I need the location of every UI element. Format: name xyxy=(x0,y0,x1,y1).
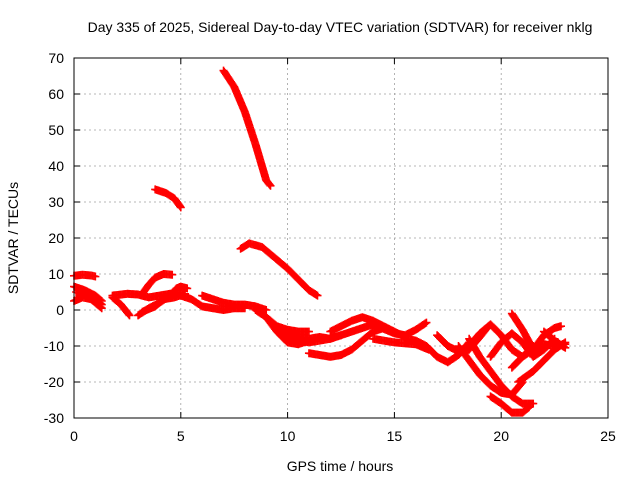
series-track-10 xyxy=(138,289,190,316)
series-track-31 xyxy=(507,322,566,372)
data-point xyxy=(124,310,133,319)
series-track-6 xyxy=(138,270,177,298)
data-point xyxy=(422,318,431,327)
data-point xyxy=(557,322,566,331)
x-axis-label: GPS time / hours xyxy=(287,458,394,474)
series-track-13 xyxy=(219,66,275,190)
series-track-18 xyxy=(283,320,378,347)
y-tick-label: 30 xyxy=(48,194,64,210)
data-point xyxy=(176,203,185,212)
data-point xyxy=(96,299,105,308)
y-tick-label: 20 xyxy=(48,230,64,246)
data-point xyxy=(266,181,275,190)
data-point xyxy=(168,270,177,279)
x-axis-ticks: 0 5 10 15 20 25 xyxy=(70,58,616,444)
y-tick-label: 60 xyxy=(48,86,64,102)
series-track-12 xyxy=(198,291,271,314)
series-track-27 xyxy=(486,392,533,417)
y-tick-label: -10 xyxy=(44,338,64,354)
y-tick-label: -30 xyxy=(44,410,64,426)
data-point xyxy=(313,291,322,300)
y-axis-label: SDTVAR / TECUs xyxy=(5,182,21,294)
series-track-4 xyxy=(72,288,106,309)
series-track-1 xyxy=(70,270,100,281)
y-axis-ticks: -30 -20 -10 0 10 20 30 40 50 60 70 xyxy=(44,50,608,426)
series-track-14 xyxy=(236,239,322,300)
x-tick-label: 15 xyxy=(387,428,403,444)
y-tick-label: 70 xyxy=(48,50,64,66)
y-tick-label: -20 xyxy=(44,374,64,390)
data-series xyxy=(70,66,570,417)
x-tick-label: 20 xyxy=(493,428,509,444)
chart-title: Day 335 of 2025, Sidereal Day-to-day VTE… xyxy=(88,19,593,35)
data-point xyxy=(97,300,106,309)
y-tick-label: 40 xyxy=(48,158,64,174)
data-point xyxy=(175,202,184,211)
data-point xyxy=(304,327,313,336)
plot-frame xyxy=(73,57,609,419)
data-point xyxy=(529,399,538,408)
series-track-7 xyxy=(151,185,185,212)
data-point xyxy=(262,306,271,314)
data-point xyxy=(561,343,570,352)
data-point xyxy=(91,272,100,281)
y-tick-label: 50 xyxy=(48,122,64,138)
x-tick-label: 25 xyxy=(600,428,616,444)
x-tick-label: 5 xyxy=(177,428,185,444)
y-tick-label: 10 xyxy=(48,266,64,282)
data-point xyxy=(183,284,192,293)
x-tick-label: 0 xyxy=(70,428,78,444)
y-tick-label: 0 xyxy=(56,302,64,318)
x-tick-label: 10 xyxy=(280,428,296,444)
series-track-33 xyxy=(539,327,570,352)
data-point xyxy=(523,404,532,413)
series-track-26 xyxy=(465,334,538,408)
series-track-32 xyxy=(514,338,570,386)
grid-lines xyxy=(74,58,608,418)
data-point xyxy=(265,180,274,189)
series-track-8 xyxy=(108,293,134,320)
data-point xyxy=(125,311,134,320)
data-point xyxy=(524,403,533,412)
